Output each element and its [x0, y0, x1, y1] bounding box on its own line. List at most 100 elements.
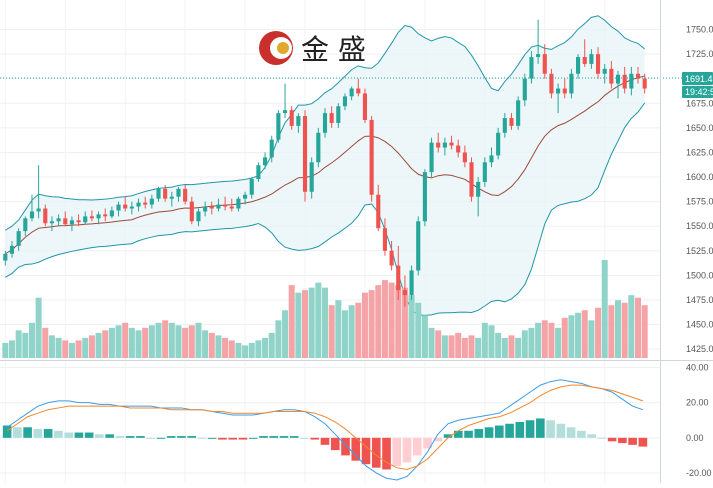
volume-bar [282, 310, 289, 358]
candle-body [382, 228, 388, 251]
macd-histogram-bar [125, 436, 135, 438]
candle [243, 191, 248, 205]
candle-body [289, 110, 294, 126]
candlesticks [3, 19, 647, 307]
signal-line [6, 384, 644, 470]
macd-histogram-bar [197, 437, 207, 439]
volume-bar [275, 320, 282, 358]
price-tick-label: 1575.00 [686, 197, 713, 207]
macd-histogram-bar [341, 437, 350, 456]
candle [376, 184, 381, 232]
volume-bar [8, 340, 15, 358]
macd-histogram-bar [474, 429, 484, 438]
macd-histogram-bar [330, 437, 340, 451]
candle [622, 66, 627, 94]
volume-bar [335, 300, 342, 358]
volume-bar [255, 340, 262, 358]
candle-body [103, 214, 108, 217]
candle [9, 240, 15, 258]
volume-bar [361, 292, 368, 358]
macd-histogram-bar [566, 427, 576, 438]
price-tick-label: 1625.00 [686, 147, 713, 157]
candle [282, 83, 288, 119]
candle-body [569, 73, 574, 94]
candle-body [429, 142, 434, 173]
volume-bar [48, 335, 55, 358]
candle [589, 49, 594, 69]
band-lower-line [5, 102, 646, 316]
candle [169, 191, 174, 207]
candle [396, 245, 401, 300]
macd-histogram-bar [320, 437, 330, 445]
candle-body [196, 211, 201, 222]
candle-body [422, 172, 427, 222]
macd-histogram-bar [218, 437, 227, 440]
volume-bar [162, 320, 169, 358]
price-tick-label: 1750.00 [686, 25, 713, 35]
candle [329, 106, 334, 128]
candle [456, 139, 461, 158]
candle [489, 147, 494, 168]
volume-bar [288, 285, 295, 358]
macd-tick-label: -20.00 [686, 468, 712, 478]
candle-body [609, 68, 614, 84]
candle [43, 204, 48, 227]
candle-body [183, 188, 188, 202]
macd-histogram-bar [587, 434, 596, 438]
candle-body [396, 265, 401, 291]
candle-body [462, 152, 467, 163]
candle [502, 113, 507, 138]
candle-body [342, 96, 348, 107]
volume-bar [528, 327, 535, 358]
volume-bar [608, 305, 615, 358]
candle [76, 214, 81, 227]
candle-body [349, 88, 354, 97]
candle-body [409, 270, 414, 296]
candle [629, 66, 634, 96]
volume-bar [28, 322, 35, 358]
volume-bar [628, 295, 635, 358]
candle-body [615, 74, 621, 84]
candle-body [76, 220, 81, 223]
macd-histogram-bar [13, 427, 22, 438]
candle [49, 216, 55, 232]
price-tick-label: 1500.00 [686, 270, 713, 280]
macd-histogram-bar [259, 436, 268, 438]
candle [602, 63, 607, 84]
candle [542, 44, 547, 79]
volume-bar [95, 332, 102, 358]
candle-body [129, 206, 134, 209]
candle-body [96, 214, 101, 219]
volume-bar [421, 315, 428, 358]
candle [369, 116, 374, 202]
volume-bar [635, 297, 642, 358]
macd-histogram-bar [156, 437, 166, 439]
volume-bars [2, 260, 648, 358]
macd-histogram-bar [105, 434, 114, 438]
macd-histogram-bar [546, 420, 555, 438]
candle [249, 177, 254, 199]
volume-bar [115, 325, 122, 358]
candle-body [489, 155, 494, 163]
macd-axis[interactable]: 40.00 20.00 0.00 -20.00 [686, 363, 712, 478]
volume-bar [441, 335, 448, 358]
volume-bar [308, 287, 315, 358]
candle [156, 186, 161, 202]
macd-histogram-bar [177, 436, 186, 438]
candle-body [29, 211, 35, 219]
volume-bar [22, 332, 29, 358]
macd-histogram-bar [289, 436, 299, 438]
macd-histogram-bar [207, 437, 217, 439]
candle [362, 88, 368, 123]
candle [109, 206, 114, 219]
volume-bar [455, 332, 462, 358]
candle-body [282, 110, 288, 114]
volume-bar [448, 335, 455, 358]
volume-bar [108, 327, 115, 358]
macd-histogram-bar [371, 437, 381, 468]
candle-body [576, 57, 581, 74]
time-tag-label: 19:42:5 [685, 87, 713, 97]
volume-bar [88, 335, 95, 358]
macd-histogram-bar [484, 427, 494, 438]
